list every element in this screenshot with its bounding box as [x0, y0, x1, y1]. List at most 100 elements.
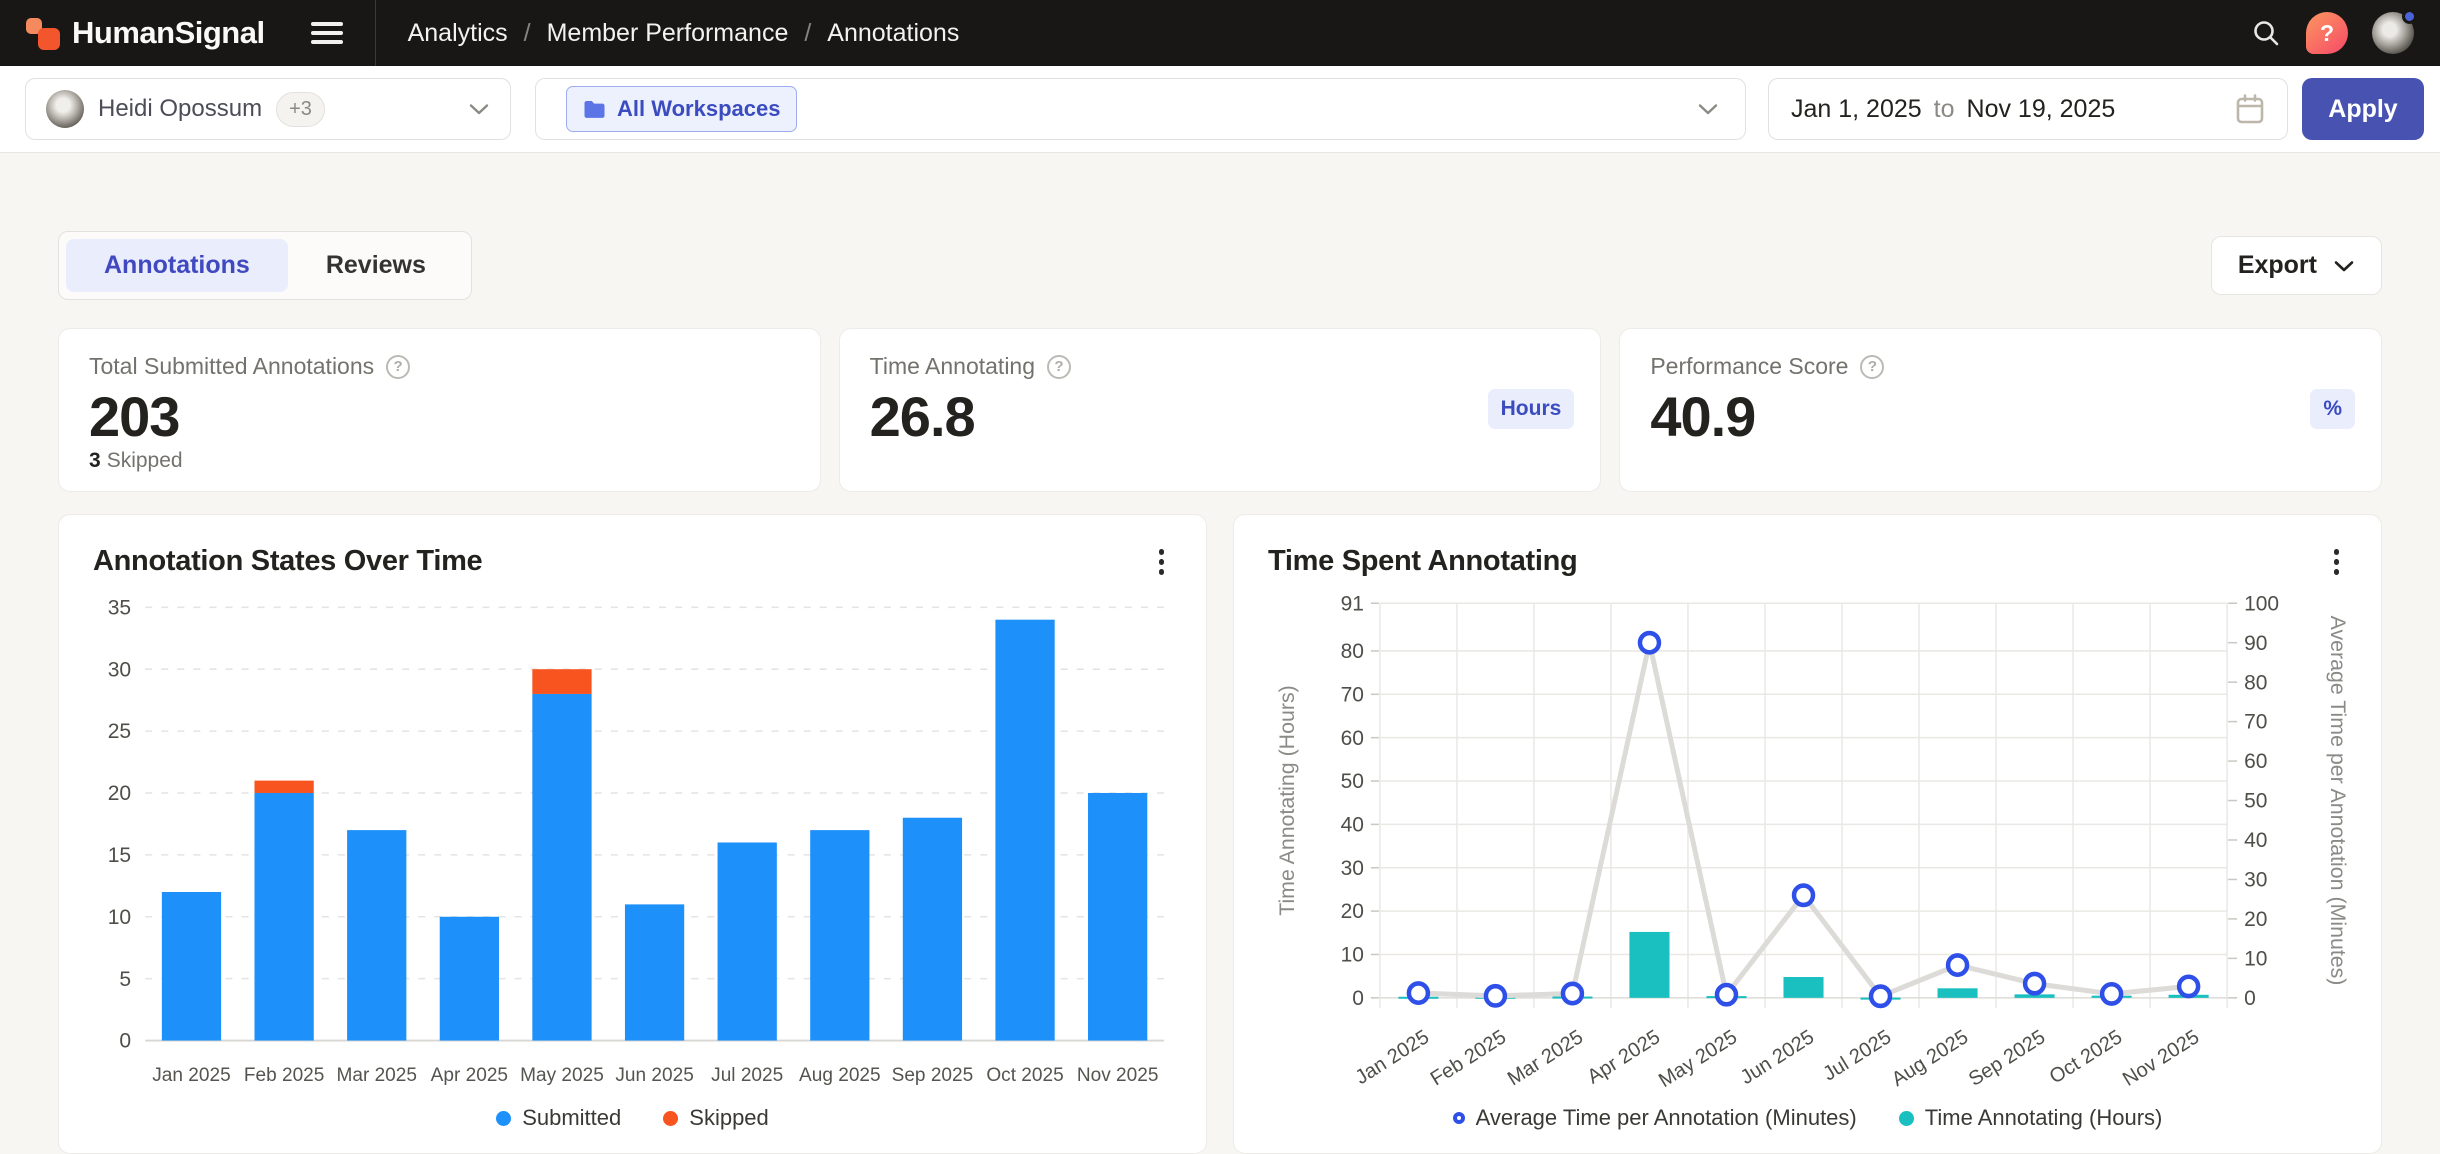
- svg-text:Time Annotating (Hours): Time Annotating (Hours): [1276, 685, 1299, 916]
- svg-text:50: 50: [1341, 769, 1364, 792]
- member-select[interactable]: Heidi Opossum +3: [25, 78, 511, 140]
- svg-text:Oct 2025: Oct 2025: [986, 1065, 1063, 1086]
- stat-label: Time Annotating: [869, 353, 1036, 379]
- svg-text:50: 50: [2244, 789, 2267, 812]
- svg-text:80: 80: [1341, 639, 1364, 662]
- svg-text:Aug 2025: Aug 2025: [1888, 1026, 1972, 1091]
- time-annotating-legend-dot: [1898, 1110, 1914, 1126]
- legend-item-time-annotating: Time Annotating (Hours): [1898, 1105, 2162, 1131]
- date-to-word: to: [1933, 94, 1955, 123]
- svg-text:May 2025: May 2025: [1655, 1026, 1741, 1092]
- brand-name: HumanSignal: [72, 15, 265, 50]
- annotation-states-chart-card: Annotation States Over Time 0 5 10 15 20 25 30…: [58, 514, 1207, 1154]
- svg-text:Jun 2025: Jun 2025: [615, 1065, 693, 1086]
- svg-text:Nov 2025: Nov 2025: [2119, 1026, 2203, 1091]
- svg-text:Apr 2025: Apr 2025: [431, 1065, 508, 1086]
- annotation-states-chart: 0 5 10 15 20 25 30 35 Jan 2025 Feb 2025 Mar 2025 Ap…: [108, 596, 1164, 1086]
- chart-legend: Average Time per Annotation (Minutes) Ti…: [1268, 1097, 2347, 1139]
- date-to: Nov 19, 2025: [1966, 94, 2116, 123]
- menu-hamburger-icon[interactable]: [310, 22, 343, 44]
- svg-text:Mar 2025: Mar 2025: [1504, 1026, 1587, 1090]
- user-avatar[interactable]: [2372, 9, 2417, 54]
- svg-text:30: 30: [2244, 868, 2267, 891]
- svg-text:80: 80: [2244, 671, 2267, 694]
- svg-text:70: 70: [1341, 683, 1364, 706]
- svg-text:Jul 2025: Jul 2025: [1820, 1026, 1896, 1086]
- svg-text:90: 90: [2244, 631, 2267, 654]
- skipped-count: 3: [89, 449, 101, 472]
- chevron-down-icon: [2334, 260, 2354, 271]
- svg-text:Jun 2025: Jun 2025: [1737, 1026, 1818, 1089]
- legend-item-average-time: Average Time per Annotation (Minutes): [1452, 1105, 1857, 1131]
- stat-card-time-annotating: Time Annotating ? 26.8 Hours: [838, 328, 1602, 492]
- help-icon[interactable]: ?: [2306, 12, 2348, 54]
- legend-item-submitted: Submitted: [496, 1105, 621, 1131]
- kebab-menu-icon[interactable]: [1151, 541, 1173, 583]
- tab-annotations[interactable]: Annotations: [66, 239, 288, 292]
- tabs: Annotations Reviews: [58, 231, 472, 300]
- svg-text:20: 20: [1341, 900, 1364, 923]
- humansignal-logo-icon: [26, 16, 60, 50]
- help-circle-icon[interactable]: ?: [1860, 354, 1885, 379]
- breadcrumb-separator: /: [804, 18, 812, 47]
- filter-bar: Heidi Opossum +3 All Workspaces Jan 1, 2…: [0, 66, 2440, 153]
- stat-value: 203: [89, 385, 180, 448]
- top-navigation-bar: HumanSignal Analytics / Member Performan…: [0, 0, 2440, 66]
- stat-footnote: 3 Skipped: [89, 449, 183, 473]
- topbar-divider: [374, 0, 376, 66]
- chart-title: Annotation States Over Time: [93, 545, 483, 578]
- member-avatar: [46, 90, 84, 128]
- stat-cards: Total Submitted Annotations ? 203 3 Skipp…: [58, 328, 2382, 492]
- breadcrumb: Analytics / Member Performance / Annotat…: [408, 19, 960, 48]
- workspace-chip-label: All Workspaces: [617, 96, 781, 121]
- breadcrumb-analytics[interactable]: Analytics: [407, 18, 508, 47]
- svg-text:40: 40: [2244, 828, 2267, 851]
- svg-text:0: 0: [119, 1029, 131, 1052]
- kebab-menu-icon[interactable]: [2326, 541, 2348, 583]
- svg-text:Sep 2025: Sep 2025: [892, 1065, 974, 1086]
- help-circle-icon[interactable]: ?: [386, 354, 411, 379]
- svg-text:0: 0: [2244, 986, 2256, 1009]
- svg-text:10: 10: [2244, 947, 2267, 970]
- export-button[interactable]: Export: [2210, 236, 2382, 295]
- search-icon[interactable]: [2250, 17, 2282, 49]
- svg-text:Feb 2025: Feb 2025: [244, 1065, 325, 1086]
- svg-text:10: 10: [1341, 943, 1364, 966]
- svg-text:20: 20: [2244, 907, 2267, 930]
- svg-text:70: 70: [2244, 710, 2267, 733]
- svg-text:91: 91: [1341, 592, 1364, 615]
- svg-text:Jul 2025: Jul 2025: [711, 1065, 783, 1086]
- workspace-chip[interactable]: All Workspaces: [566, 86, 798, 132]
- svg-text:10: 10: [108, 905, 131, 928]
- svg-text:Jan 2025: Jan 2025: [1352, 1026, 1433, 1089]
- svg-text:30: 30: [108, 658, 131, 681]
- svg-text:60: 60: [2244, 750, 2267, 773]
- svg-text:Jan 2025: Jan 2025: [152, 1065, 230, 1086]
- svg-text:Mar 2025: Mar 2025: [336, 1065, 417, 1086]
- hours-unit-badge: Hours: [1487, 389, 1575, 429]
- date-range-picker[interactable]: Jan 1, 2025 to Nov 19, 2025: [1768, 78, 2288, 140]
- stat-card-total-submitted: Total Submitted Annotations ? 203 3 Skipp…: [58, 328, 821, 492]
- breadcrumb-annotations[interactable]: Annotations: [827, 18, 960, 47]
- svg-text:May 2025: May 2025: [520, 1065, 604, 1086]
- chevron-down-icon: [469, 104, 489, 115]
- svg-text:Aug 2025: Aug 2025: [799, 1065, 881, 1086]
- svg-text:100: 100: [2244, 592, 2279, 615]
- breadcrumb-member-performance[interactable]: Member Performance: [546, 18, 789, 47]
- chart-legend: Submitted Skipped: [93, 1097, 1172, 1139]
- svg-text:Apr 2025: Apr 2025: [1584, 1026, 1664, 1089]
- member-name: Heidi Opossum: [98, 95, 263, 122]
- apply-button[interactable]: Apply: [2302, 78, 2424, 140]
- svg-text:5: 5: [119, 967, 131, 990]
- workspace-select[interactable]: All Workspaces: [535, 78, 1746, 140]
- tab-reviews[interactable]: Reviews: [288, 239, 464, 292]
- avatar-status-dot: [2402, 9, 2417, 24]
- svg-text:25: 25: [108, 720, 131, 743]
- brand-logo[interactable]: HumanSignal: [26, 15, 265, 51]
- member-extra-count-badge: +3: [276, 91, 325, 127]
- time-spent-annotating-chart: 0 10 20 30 40 50 60 70 80 91 0 10 20 30 40 50 60 70 80 90 10…: [1276, 592, 2347, 1092]
- svg-text:Oct 2025: Oct 2025: [2046, 1026, 2126, 1089]
- skipped-legend-dot: [663, 1110, 679, 1126]
- help-circle-icon[interactable]: ?: [1047, 354, 1072, 379]
